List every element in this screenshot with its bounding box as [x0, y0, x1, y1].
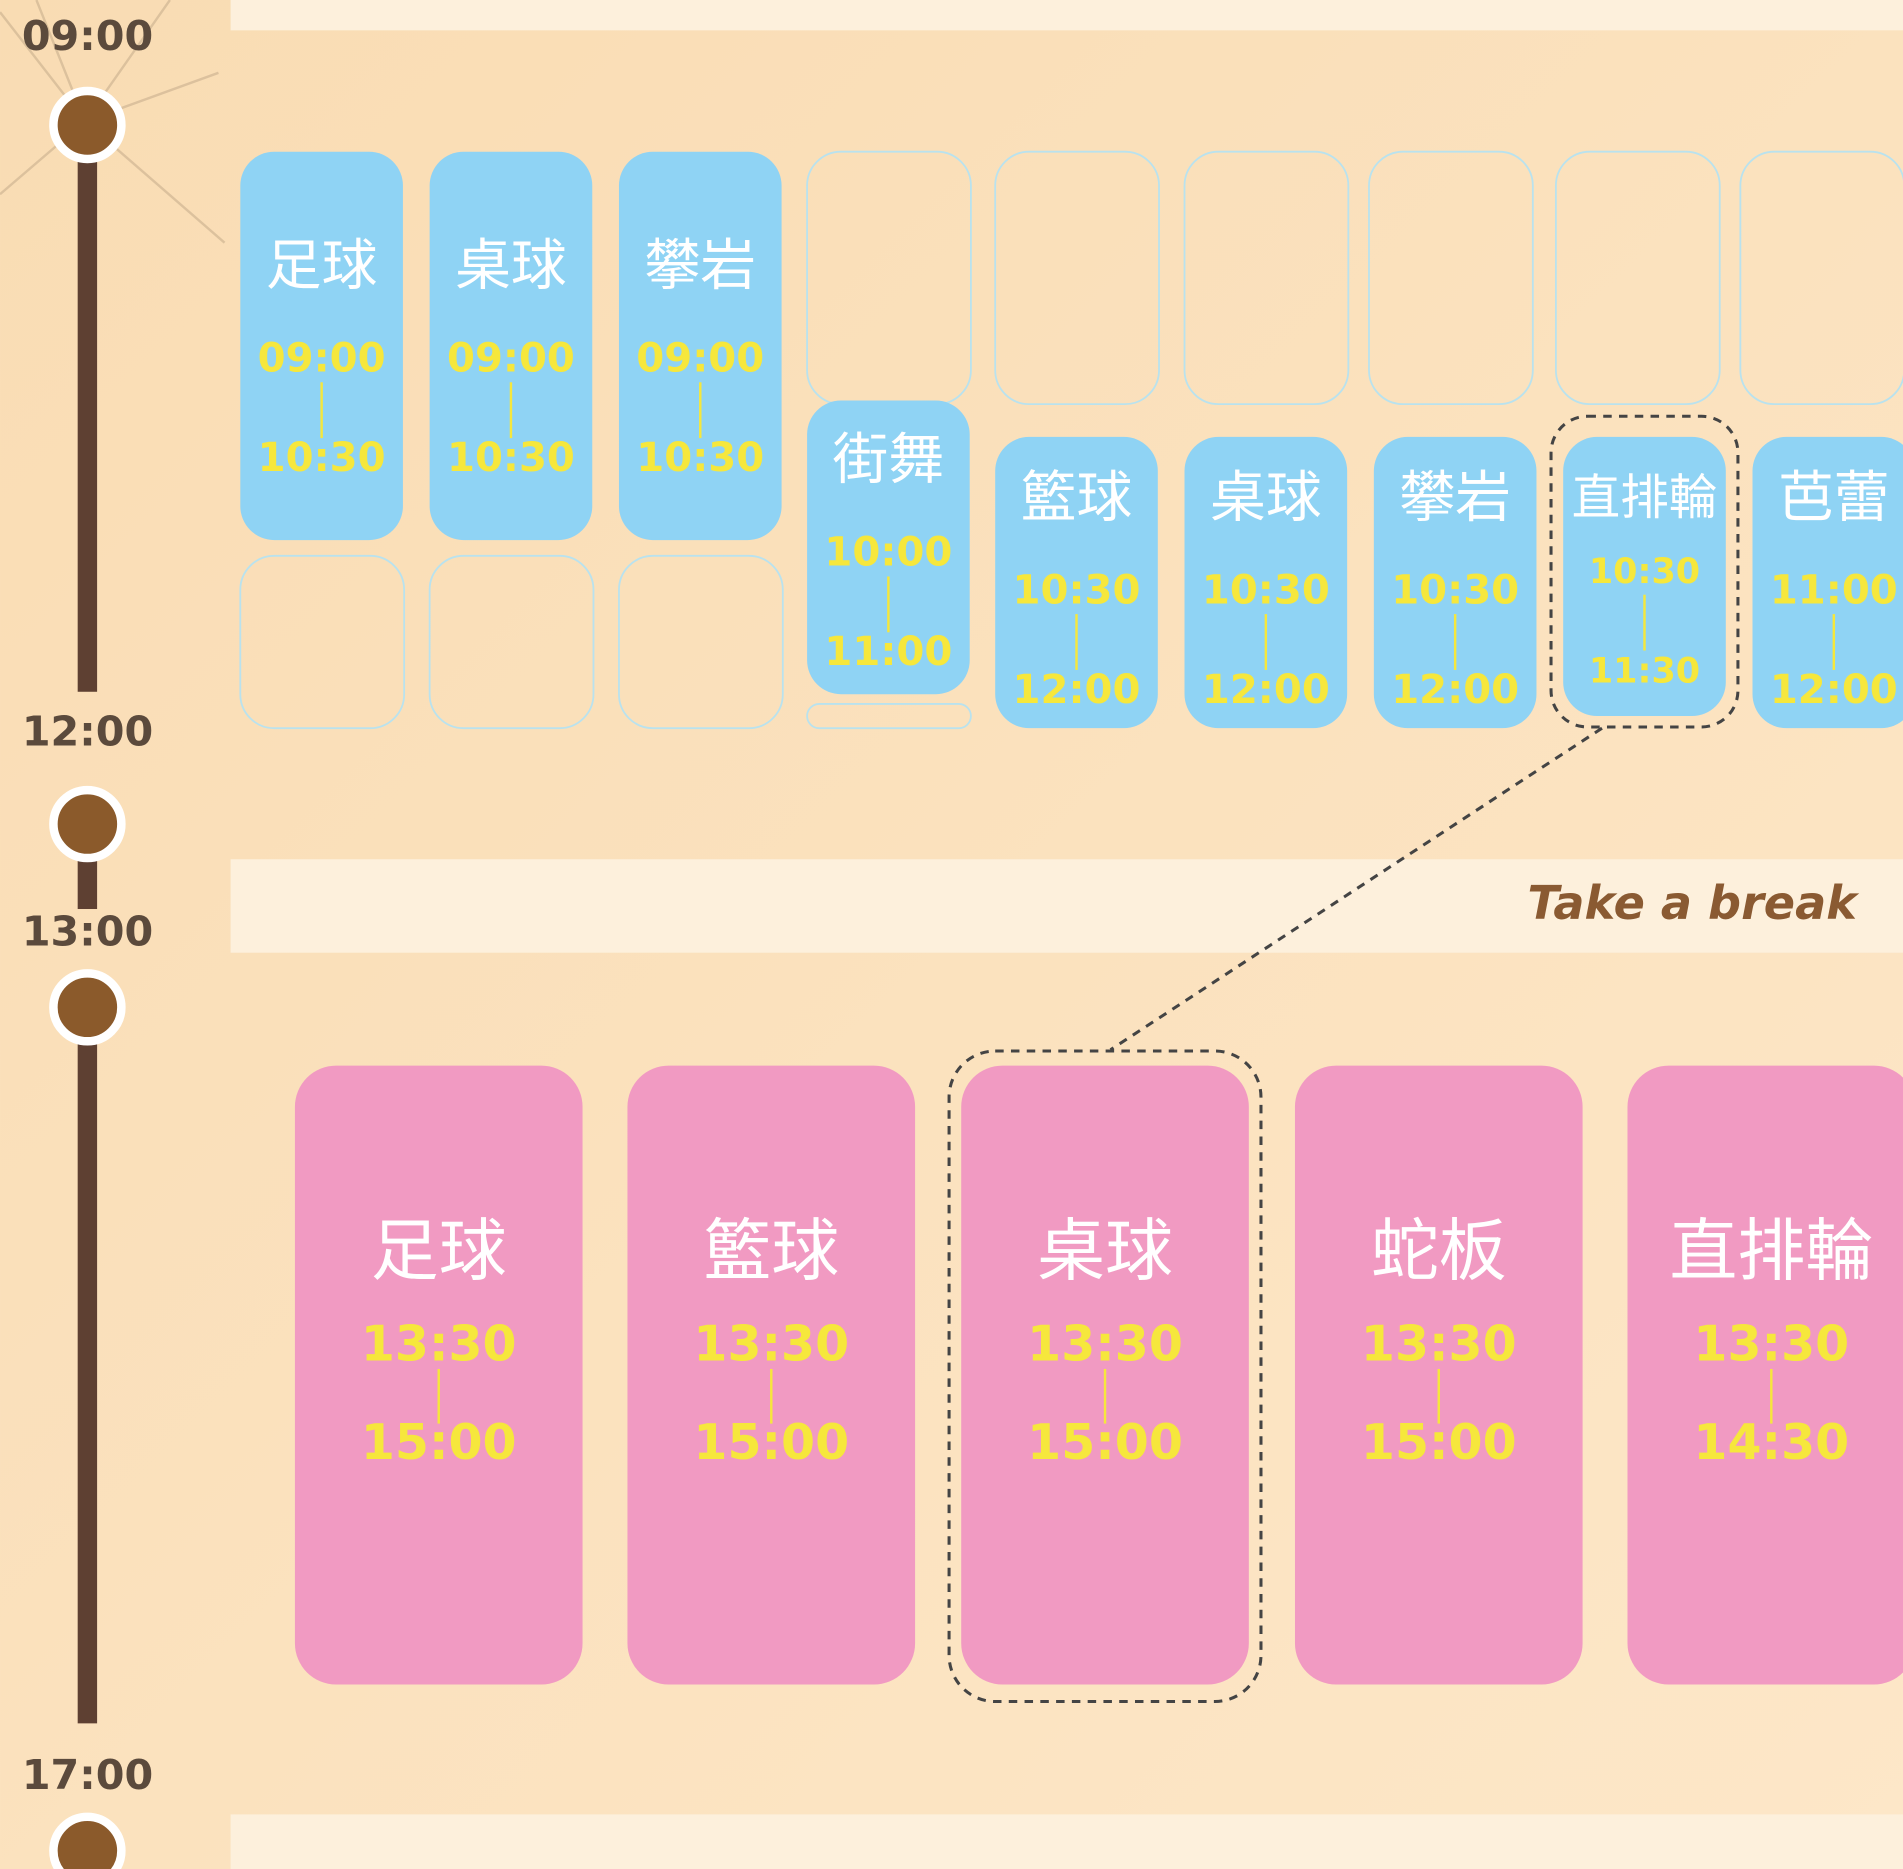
session-start: 11:00 — [1770, 567, 1898, 613]
session-name: 蛇板 — [1371, 1213, 1507, 1292]
timeline-node — [49, 785, 126, 863]
session-name: 桌球 — [455, 234, 567, 299]
session-card — [1752, 436, 1903, 729]
session-card — [995, 436, 1158, 729]
session-start: 10:30 — [1202, 567, 1330, 613]
session-start: 13:30 — [1693, 1316, 1849, 1373]
break-label: Take a break — [1527, 876, 1859, 930]
highlight-outline — [947, 1049, 1263, 1704]
session-card — [1627, 1065, 1903, 1685]
empty-slot — [994, 150, 1160, 406]
session-name: 直排輪 — [1572, 470, 1718, 526]
session-card — [1373, 436, 1537, 729]
session-start: 09:00 — [636, 335, 764, 381]
empty-slot — [618, 554, 784, 730]
session-end: 15:00 — [693, 1414, 849, 1471]
session-name: 直排輪 — [1669, 1213, 1873, 1292]
session-name: 足球 — [266, 234, 378, 299]
session-name: 街舞 — [833, 428, 945, 493]
empty-slot — [806, 702, 972, 730]
session-name: 芭蕾 — [1778, 465, 1890, 530]
session-end: 10:30 — [258, 435, 386, 481]
timeline-node — [49, 1812, 126, 1869]
session-end: 12:00 — [1770, 667, 1898, 713]
session-name: 桌球 — [1210, 465, 1322, 530]
empty-slot — [1183, 150, 1350, 406]
session-end: 15:00 — [1027, 1414, 1183, 1471]
session-start: 10:30 — [1589, 552, 1700, 592]
session-start: 10:00 — [824, 530, 952, 576]
empty-slot — [1368, 150, 1534, 406]
session-end: 14:30 — [1693, 1414, 1849, 1471]
session-end: 10:30 — [636, 435, 764, 481]
session-card — [618, 151, 782, 541]
time-label: 13:00 — [22, 908, 153, 956]
session-card — [240, 151, 403, 541]
session-name: 籃球 — [703, 1213, 839, 1292]
session-end: 11:30 — [1589, 651, 1700, 691]
session-start: 10:30 — [1013, 567, 1141, 613]
session-start: 09:00 — [447, 335, 575, 381]
empty-slot — [1739, 150, 1903, 406]
session-card — [1563, 436, 1726, 717]
session-name: 籃球 — [1021, 465, 1133, 530]
empty-slot — [428, 554, 595, 730]
top-band — [230, 0, 1903, 31]
session-end: 15:00 — [1361, 1414, 1517, 1471]
timeline-node — [49, 969, 126, 1046]
session-start: 13:30 — [1361, 1316, 1517, 1373]
session-end: 12:00 — [1013, 667, 1141, 713]
session-start: 10:30 — [1391, 567, 1519, 613]
time-label: 12:00 — [22, 707, 153, 755]
bottom-band — [230, 1814, 1903, 1869]
empty-slot — [239, 554, 406, 730]
session-end: 11:00 — [824, 629, 952, 675]
session-start: 13:30 — [361, 1316, 517, 1373]
session-name: 足球 — [371, 1213, 507, 1292]
session-card — [807, 400, 970, 695]
time-label: 09:00 — [22, 12, 153, 60]
break-band — [230, 859, 1903, 953]
connector — [1109, 726, 1603, 1052]
time-label: 17:00 — [22, 1751, 153, 1799]
session-end: 12:00 — [1391, 667, 1519, 713]
session-name: 攀岩 — [644, 234, 756, 299]
session-card — [429, 151, 593, 541]
empty-slot — [1554, 150, 1721, 406]
session-end: 12:00 — [1202, 667, 1330, 713]
session-start: 13:30 — [693, 1316, 849, 1373]
timeline-node — [49, 86, 126, 164]
highlight-outline — [1549, 414, 1740, 729]
session-name: 桌球 — [1037, 1213, 1173, 1292]
session-name: 攀岩 — [1399, 465, 1511, 530]
session-end: 10:30 — [447, 435, 575, 481]
session-card — [1184, 436, 1348, 729]
session-start: 13:30 — [1027, 1316, 1183, 1373]
session-start: 09:00 — [258, 335, 386, 381]
timeline-line — [77, 125, 98, 1724]
session-end: 15:00 — [361, 1414, 517, 1471]
